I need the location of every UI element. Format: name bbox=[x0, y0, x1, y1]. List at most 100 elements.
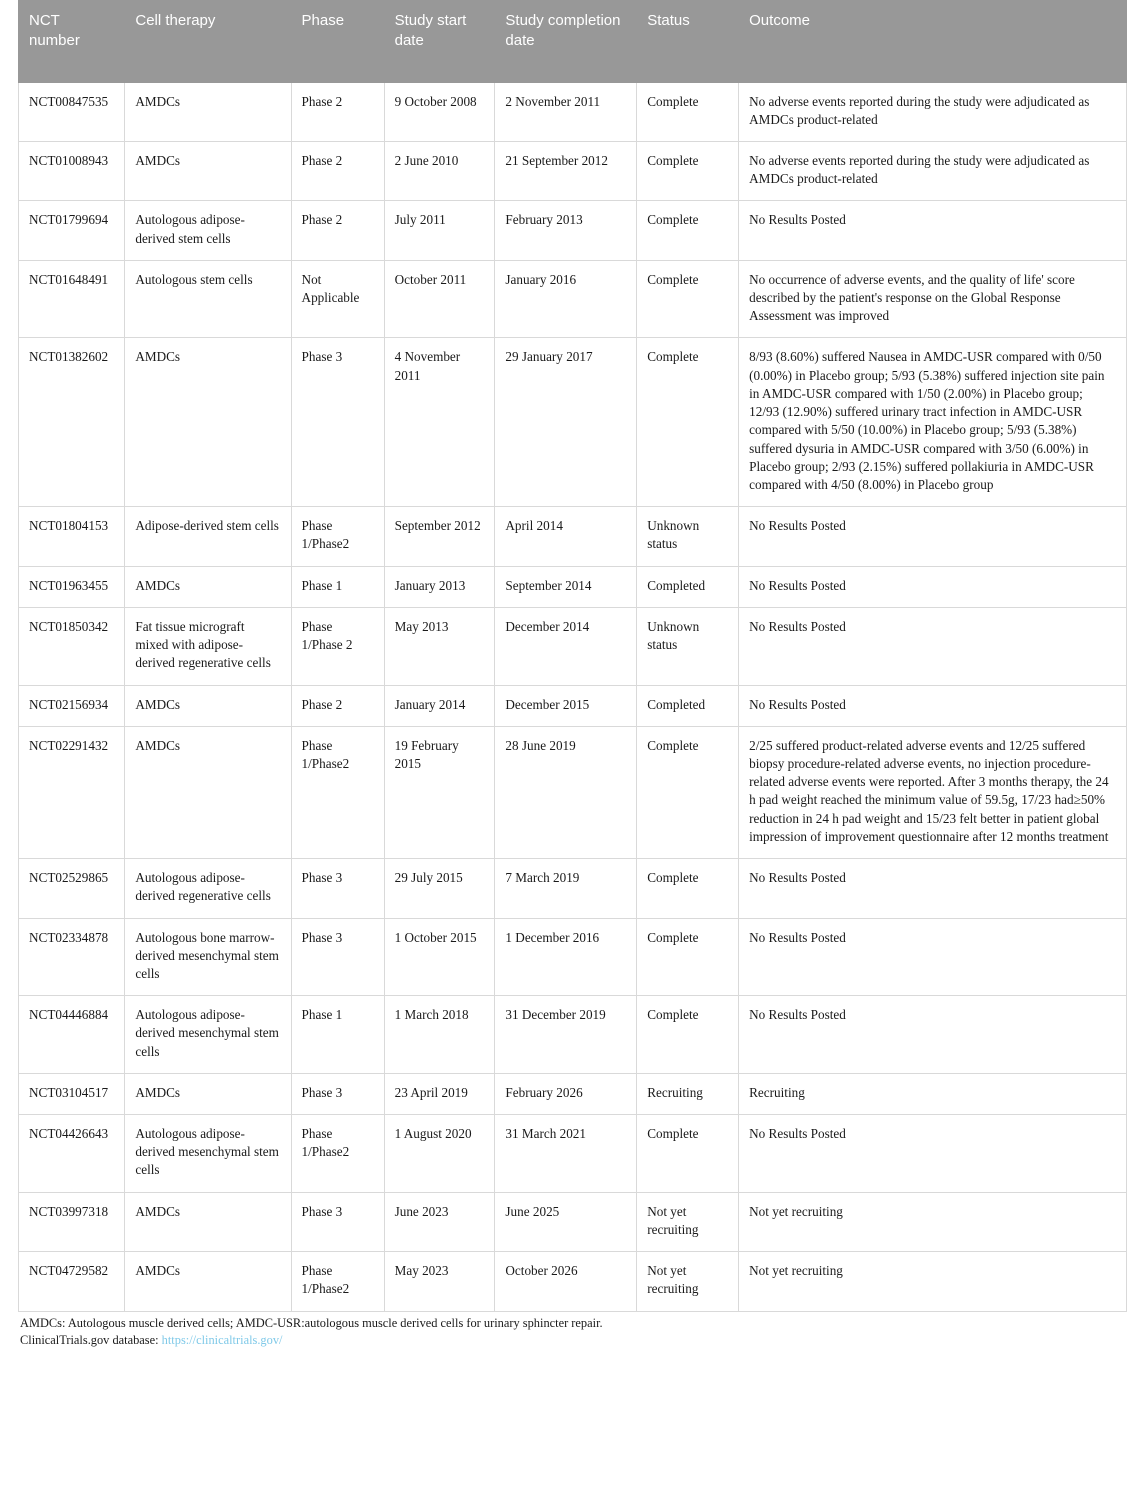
cell-therapy: Autologous adipose-derived mesenchymal s… bbox=[125, 996, 291, 1074]
cell-status: Complete bbox=[637, 141, 739, 200]
cell-start: July 2011 bbox=[384, 201, 495, 260]
cell-status: Not yet recruiting bbox=[637, 1252, 739, 1311]
table-body: NCT00847535AMDCsPhase 29 October 20082 N… bbox=[19, 82, 1127, 1311]
cell-therapy: Autologous adipose-derived regenerative … bbox=[125, 859, 291, 918]
cell-status: Not yet recruiting bbox=[637, 1192, 739, 1251]
col-header-therapy: Cell therapy bbox=[125, 1, 291, 83]
cell-start: 1 October 2015 bbox=[384, 918, 495, 996]
cell-start: October 2011 bbox=[384, 260, 495, 338]
table-row: NCT02291432AMDCsPhase 1/Phase219 Februar… bbox=[19, 726, 1127, 858]
cell-start: May 2023 bbox=[384, 1252, 495, 1311]
table-head: NCT number Cell therapy Phase Study star… bbox=[19, 1, 1127, 83]
cell-outcome: No Results Posted bbox=[739, 996, 1127, 1074]
cell-status: Complete bbox=[637, 201, 739, 260]
col-header-start: Study start date bbox=[384, 1, 495, 83]
cell-phase: Phase 2 bbox=[291, 685, 384, 726]
table-row: NCT01804153Adipose-derived stem cellsPha… bbox=[19, 507, 1127, 566]
cell-outcome: No Results Posted bbox=[739, 918, 1127, 996]
cell-end: 31 March 2021 bbox=[495, 1115, 637, 1193]
table-row: NCT03104517AMDCsPhase 323 April 2019Febr… bbox=[19, 1073, 1127, 1114]
cell-nct: NCT01008943 bbox=[19, 141, 125, 200]
cell-nct: NCT02529865 bbox=[19, 859, 125, 918]
col-header-outcome: Outcome bbox=[739, 1, 1127, 83]
table-row: NCT00847535AMDCsPhase 29 October 20082 N… bbox=[19, 82, 1127, 141]
cell-phase: Phase 1/Phase2 bbox=[291, 726, 384, 858]
cell-status: Complete bbox=[637, 918, 739, 996]
cell-end: 29 January 2017 bbox=[495, 338, 637, 507]
cell-start: January 2013 bbox=[384, 566, 495, 607]
cell-outcome: 2/25 suffered product-related adverse ev… bbox=[739, 726, 1127, 858]
cell-phase: Phase 3 bbox=[291, 859, 384, 918]
cell-start: 23 April 2019 bbox=[384, 1073, 495, 1114]
cell-phase: Phase 1/Phase2 bbox=[291, 507, 384, 566]
col-header-status: Status bbox=[637, 1, 739, 83]
cell-phase: Phase 2 bbox=[291, 82, 384, 141]
cell-nct: NCT03997318 bbox=[19, 1192, 125, 1251]
cell-phase: Phase 3 bbox=[291, 918, 384, 996]
cell-nct: NCT01648491 bbox=[19, 260, 125, 338]
cell-status: Complete bbox=[637, 338, 739, 507]
cell-status: Complete bbox=[637, 1115, 739, 1193]
cell-end: December 2014 bbox=[495, 607, 637, 685]
table-row: NCT02529865Autologous adipose-derived re… bbox=[19, 859, 1127, 918]
cell-therapy: Autologous stem cells bbox=[125, 260, 291, 338]
cell-nct: NCT02334878 bbox=[19, 918, 125, 996]
cell-start: January 2014 bbox=[384, 685, 495, 726]
cell-status: Complete bbox=[637, 82, 739, 141]
cell-therapy: AMDCs bbox=[125, 726, 291, 858]
cell-outcome: 8/93 (8.60%) suffered Nausea in AMDC-USR… bbox=[739, 338, 1127, 507]
cell-therapy: AMDCs bbox=[125, 82, 291, 141]
cell-therapy: AMDCs bbox=[125, 338, 291, 507]
cell-start: 1 August 2020 bbox=[384, 1115, 495, 1193]
table-row: NCT01799694Autologous adipose-derived st… bbox=[19, 201, 1127, 260]
cell-status: Unknown status bbox=[637, 607, 739, 685]
cell-end: 28 June 2019 bbox=[495, 726, 637, 858]
clinicaltrials-link[interactable]: https://clinicaltrials.gov/ bbox=[162, 1333, 283, 1347]
cell-outcome: No Results Posted bbox=[739, 607, 1127, 685]
cell-status: Completed bbox=[637, 566, 739, 607]
cell-end: September 2014 bbox=[495, 566, 637, 607]
cell-therapy: AMDCs bbox=[125, 1252, 291, 1311]
cell-phase: Phase 1/Phase2 bbox=[291, 1115, 384, 1193]
cell-therapy: AMDCs bbox=[125, 1073, 291, 1114]
col-header-phase: Phase bbox=[291, 1, 384, 83]
cell-status: Complete bbox=[637, 859, 739, 918]
cell-outcome: No Results Posted bbox=[739, 1115, 1127, 1193]
table-row: NCT02334878Autologous bone marrow-derive… bbox=[19, 918, 1127, 996]
cell-nct: NCT01382602 bbox=[19, 338, 125, 507]
cell-outcome: No Results Posted bbox=[739, 685, 1127, 726]
cell-start: May 2013 bbox=[384, 607, 495, 685]
table-row: NCT04729582AMDCsPhase 1/Phase2May 2023Oc… bbox=[19, 1252, 1127, 1311]
footnote: AMDCs: Autologous muscle derived cells; … bbox=[18, 1312, 1127, 1350]
cell-start: September 2012 bbox=[384, 507, 495, 566]
cell-therapy: Adipose-derived stem cells bbox=[125, 507, 291, 566]
cell-status: Complete bbox=[637, 726, 739, 858]
cell-outcome: No adverse events reported during the st… bbox=[739, 82, 1127, 141]
cell-therapy: Autologous adipose-derived mesenchymal s… bbox=[125, 1115, 291, 1193]
cell-end: February 2013 bbox=[495, 201, 637, 260]
cell-outcome: Recruiting bbox=[739, 1073, 1127, 1114]
clinical-trials-table: NCT number Cell therapy Phase Study star… bbox=[18, 0, 1127, 1312]
cell-nct: NCT02291432 bbox=[19, 726, 125, 858]
cell-end: January 2016 bbox=[495, 260, 637, 338]
cell-phase: Phase 3 bbox=[291, 338, 384, 507]
table-row: NCT04426643Autologous adipose-derived me… bbox=[19, 1115, 1127, 1193]
cell-status: Unknown status bbox=[637, 507, 739, 566]
cell-status: Completed bbox=[637, 685, 739, 726]
cell-phase: Phase 1/Phase2 bbox=[291, 1252, 384, 1311]
table-row: NCT01648491Autologous stem cellsNot Appl… bbox=[19, 260, 1127, 338]
cell-start: 1 March 2018 bbox=[384, 996, 495, 1074]
table-row: NCT04446884Autologous adipose-derived me… bbox=[19, 996, 1127, 1074]
cell-nct: NCT01850342 bbox=[19, 607, 125, 685]
cell-nct: NCT01963455 bbox=[19, 566, 125, 607]
table-header-row: NCT number Cell therapy Phase Study star… bbox=[19, 1, 1127, 83]
table-row: NCT02156934AMDCsPhase 2January 2014Decem… bbox=[19, 685, 1127, 726]
cell-start: 19 February 2015 bbox=[384, 726, 495, 858]
cell-start: 4 November 2011 bbox=[384, 338, 495, 507]
cell-therapy: AMDCs bbox=[125, 141, 291, 200]
cell-end: October 2026 bbox=[495, 1252, 637, 1311]
col-header-nct: NCT number bbox=[19, 1, 125, 83]
cell-nct: NCT03104517 bbox=[19, 1073, 125, 1114]
cell-end: 2 November 2011 bbox=[495, 82, 637, 141]
cell-end: June 2025 bbox=[495, 1192, 637, 1251]
